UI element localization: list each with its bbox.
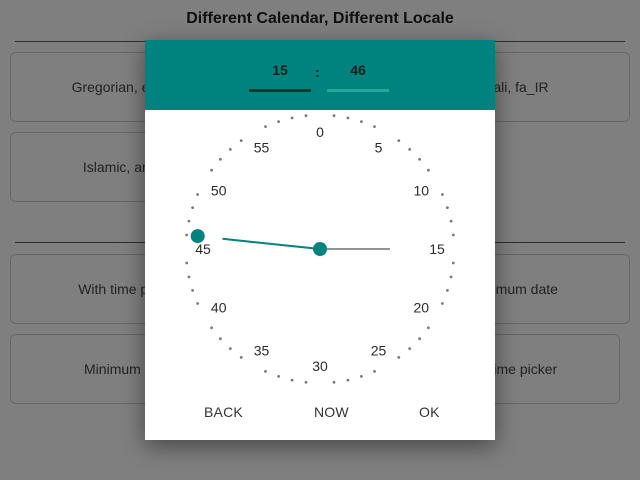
minute-tick-dot <box>346 378 350 382</box>
minute-tick-dot <box>408 347 412 350</box>
minute-field[interactable]: 46 <box>350 62 366 78</box>
minute-tick-dot <box>228 347 232 350</box>
minute-tick-dot <box>446 289 449 292</box>
minute-tick-dot <box>441 302 444 305</box>
minute-tick-dot <box>304 114 308 118</box>
clock-number-20: 20 <box>414 300 430 316</box>
clock-number-25: 25 <box>371 342 387 358</box>
minute-tick-dot <box>451 233 455 237</box>
clock-number-30: 30 <box>312 358 328 374</box>
clock-number-10: 10 <box>414 183 430 199</box>
minute-tick-dot <box>373 370 376 373</box>
minute-tick-dot <box>332 114 336 118</box>
minute-tick-dot <box>196 193 199 196</box>
minute-tick-dot <box>397 139 401 142</box>
time-picker-dialog: 15 : 46 0 5 10 15 20 25 30 35 40 45 50 55 BACK NOW … <box>145 40 495 440</box>
minute-underline <box>327 89 389 92</box>
minute-tick-dot <box>304 380 308 384</box>
minute-tick-dot <box>277 375 280 378</box>
clock-center-dot <box>313 242 327 256</box>
clock-number-35: 35 <box>254 342 270 358</box>
minute-tick-dot <box>290 378 294 382</box>
minute-tick-dot <box>239 356 243 359</box>
minute-tick-dot <box>219 157 222 161</box>
minute-tick-dot <box>397 356 401 359</box>
clock-number-5: 5 <box>375 140 383 156</box>
minute-tick-dot <box>441 193 444 196</box>
minute-tick-dot <box>360 120 363 123</box>
minute-tick-dot <box>451 261 455 265</box>
minute-tick-dot <box>210 168 213 172</box>
minute-selector-handle <box>190 229 205 244</box>
minute-tick-dot <box>185 233 189 237</box>
clock-number-45: 45 <box>195 241 211 257</box>
minute-tick-dot <box>264 125 267 128</box>
minute-tick-dot <box>427 168 430 172</box>
minute-tick-dot <box>219 337 222 341</box>
clock-number-15: 15 <box>429 241 445 257</box>
ok-button[interactable]: OK <box>413 400 446 424</box>
minute-tick-dot <box>187 275 191 279</box>
minute-tick-dot <box>239 139 243 142</box>
clock-number-0: 0 <box>316 124 324 140</box>
minute-tick-dot <box>210 326 213 330</box>
minute-tick-dot <box>446 206 449 209</box>
back-button[interactable]: BACK <box>198 400 249 424</box>
time-picker-header: 15 : 46 <box>145 40 495 110</box>
minute-tick-dot <box>418 337 421 341</box>
minute-tick-dot <box>427 326 430 330</box>
minute-tick-dot <box>277 120 280 123</box>
minute-tick-dot <box>449 275 453 279</box>
minute-tick-dot <box>228 148 232 151</box>
minute-tick-dot <box>196 302 199 305</box>
minute-tick-dot <box>290 116 294 120</box>
minute-tick-dot <box>187 219 191 223</box>
minute-tick-dot <box>332 380 336 384</box>
minute-tick-dot <box>373 125 376 128</box>
minute-tick-dot <box>346 116 350 120</box>
clock-number-55: 55 <box>254 140 270 156</box>
minute-hand <box>222 237 321 250</box>
minute-tick-dot <box>264 370 267 373</box>
minute-tick-dot <box>191 206 194 209</box>
hour-field[interactable]: 15 <box>272 62 288 78</box>
minute-tick-dot <box>418 157 421 161</box>
clock-number-50: 50 <box>211 183 227 199</box>
now-button[interactable]: NOW <box>308 400 355 424</box>
hour-underline <box>249 89 311 92</box>
minute-tick-dot <box>191 289 194 292</box>
minute-tick-dot <box>408 148 412 151</box>
minute-tick-dot <box>360 375 363 378</box>
minute-tick-dot <box>449 219 453 223</box>
minute-tick-dot <box>185 261 189 265</box>
clock-face[interactable]: 0 5 10 15 20 25 30 35 40 45 50 55 <box>145 110 495 390</box>
dialog-actions: BACK NOW OK <box>145 386 495 440</box>
time-separator: : <box>315 64 320 80</box>
clock-number-40: 40 <box>211 300 227 316</box>
